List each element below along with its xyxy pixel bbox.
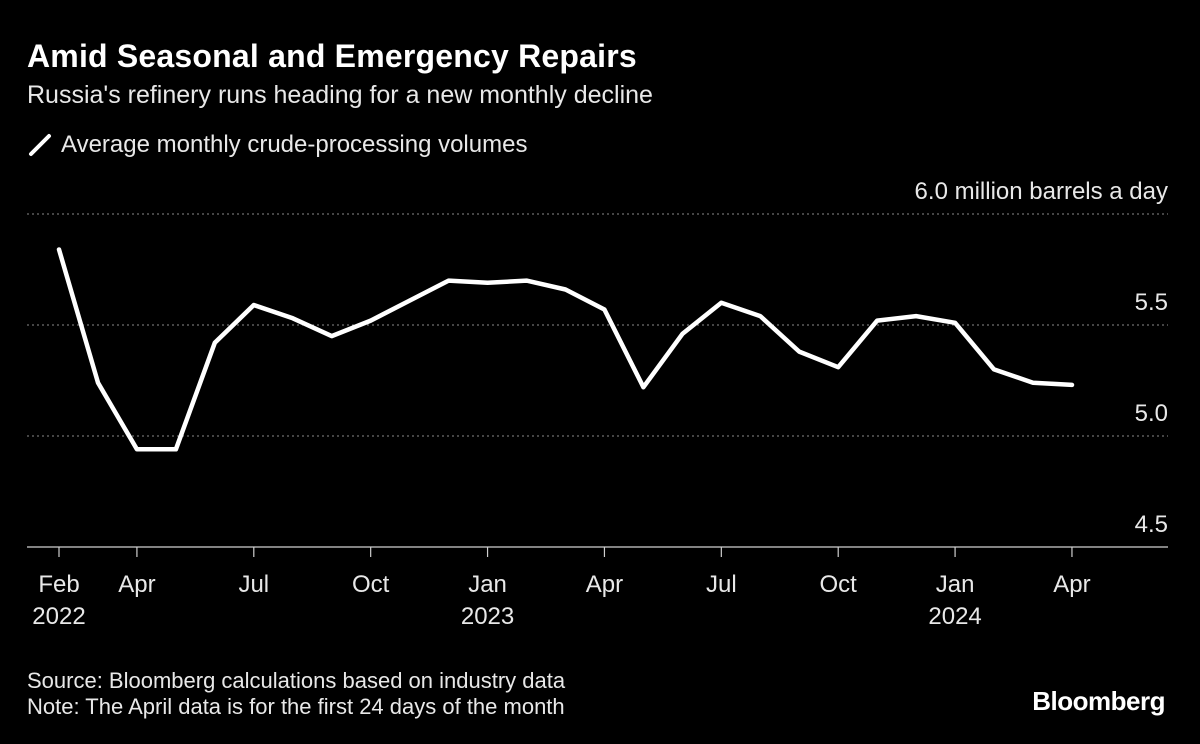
x-tick-label: Apr <box>586 571 623 598</box>
bloomberg-logo: Bloomberg <box>1032 686 1165 716</box>
y-tick-label: 6.0 million barrels a day <box>915 178 1168 205</box>
x-tick-label: Oct <box>352 571 390 598</box>
chart-title: Amid Seasonal and Emergency Repairs <box>27 38 637 74</box>
series-line <box>56 247 1075 452</box>
x-tick-label: Oct <box>820 571 858 598</box>
x-tick-year-label: 2024 <box>928 603 981 630</box>
source-note: Source: Bloomberg calculations based on … <box>27 668 566 693</box>
y-tick-label: 5.5 <box>1135 289 1168 316</box>
x-tick-label: Feb <box>38 571 79 598</box>
footer: Source: Bloomberg calculations based on … <box>27 668 565 720</box>
y-tick-label: 4.5 <box>1135 511 1168 538</box>
x-tick-year-label: 2022 <box>32 603 85 630</box>
x-tick-label: Jan <box>936 571 975 598</box>
y-tick-label: 5.0 <box>1135 400 1168 427</box>
data-note: Note: The April data is for the first 24… <box>27 694 565 719</box>
x-tick-label: Apr <box>1053 571 1090 598</box>
legend-label: Average monthly crude-processing volumes <box>61 131 528 158</box>
x-tick-label: Jul <box>238 571 269 598</box>
x-tick-label: Jul <box>706 571 737 598</box>
legend: Average monthly crude-processing volumes <box>27 131 527 159</box>
chart-subtitle: Russia's refinery runs heading for a new… <box>27 81 653 109</box>
x-tick-label: Jan <box>468 571 507 598</box>
x-tick-year-label: 2023 <box>461 603 514 630</box>
x-tick-label: Apr <box>118 571 155 598</box>
legend-line-icon <box>29 134 51 156</box>
